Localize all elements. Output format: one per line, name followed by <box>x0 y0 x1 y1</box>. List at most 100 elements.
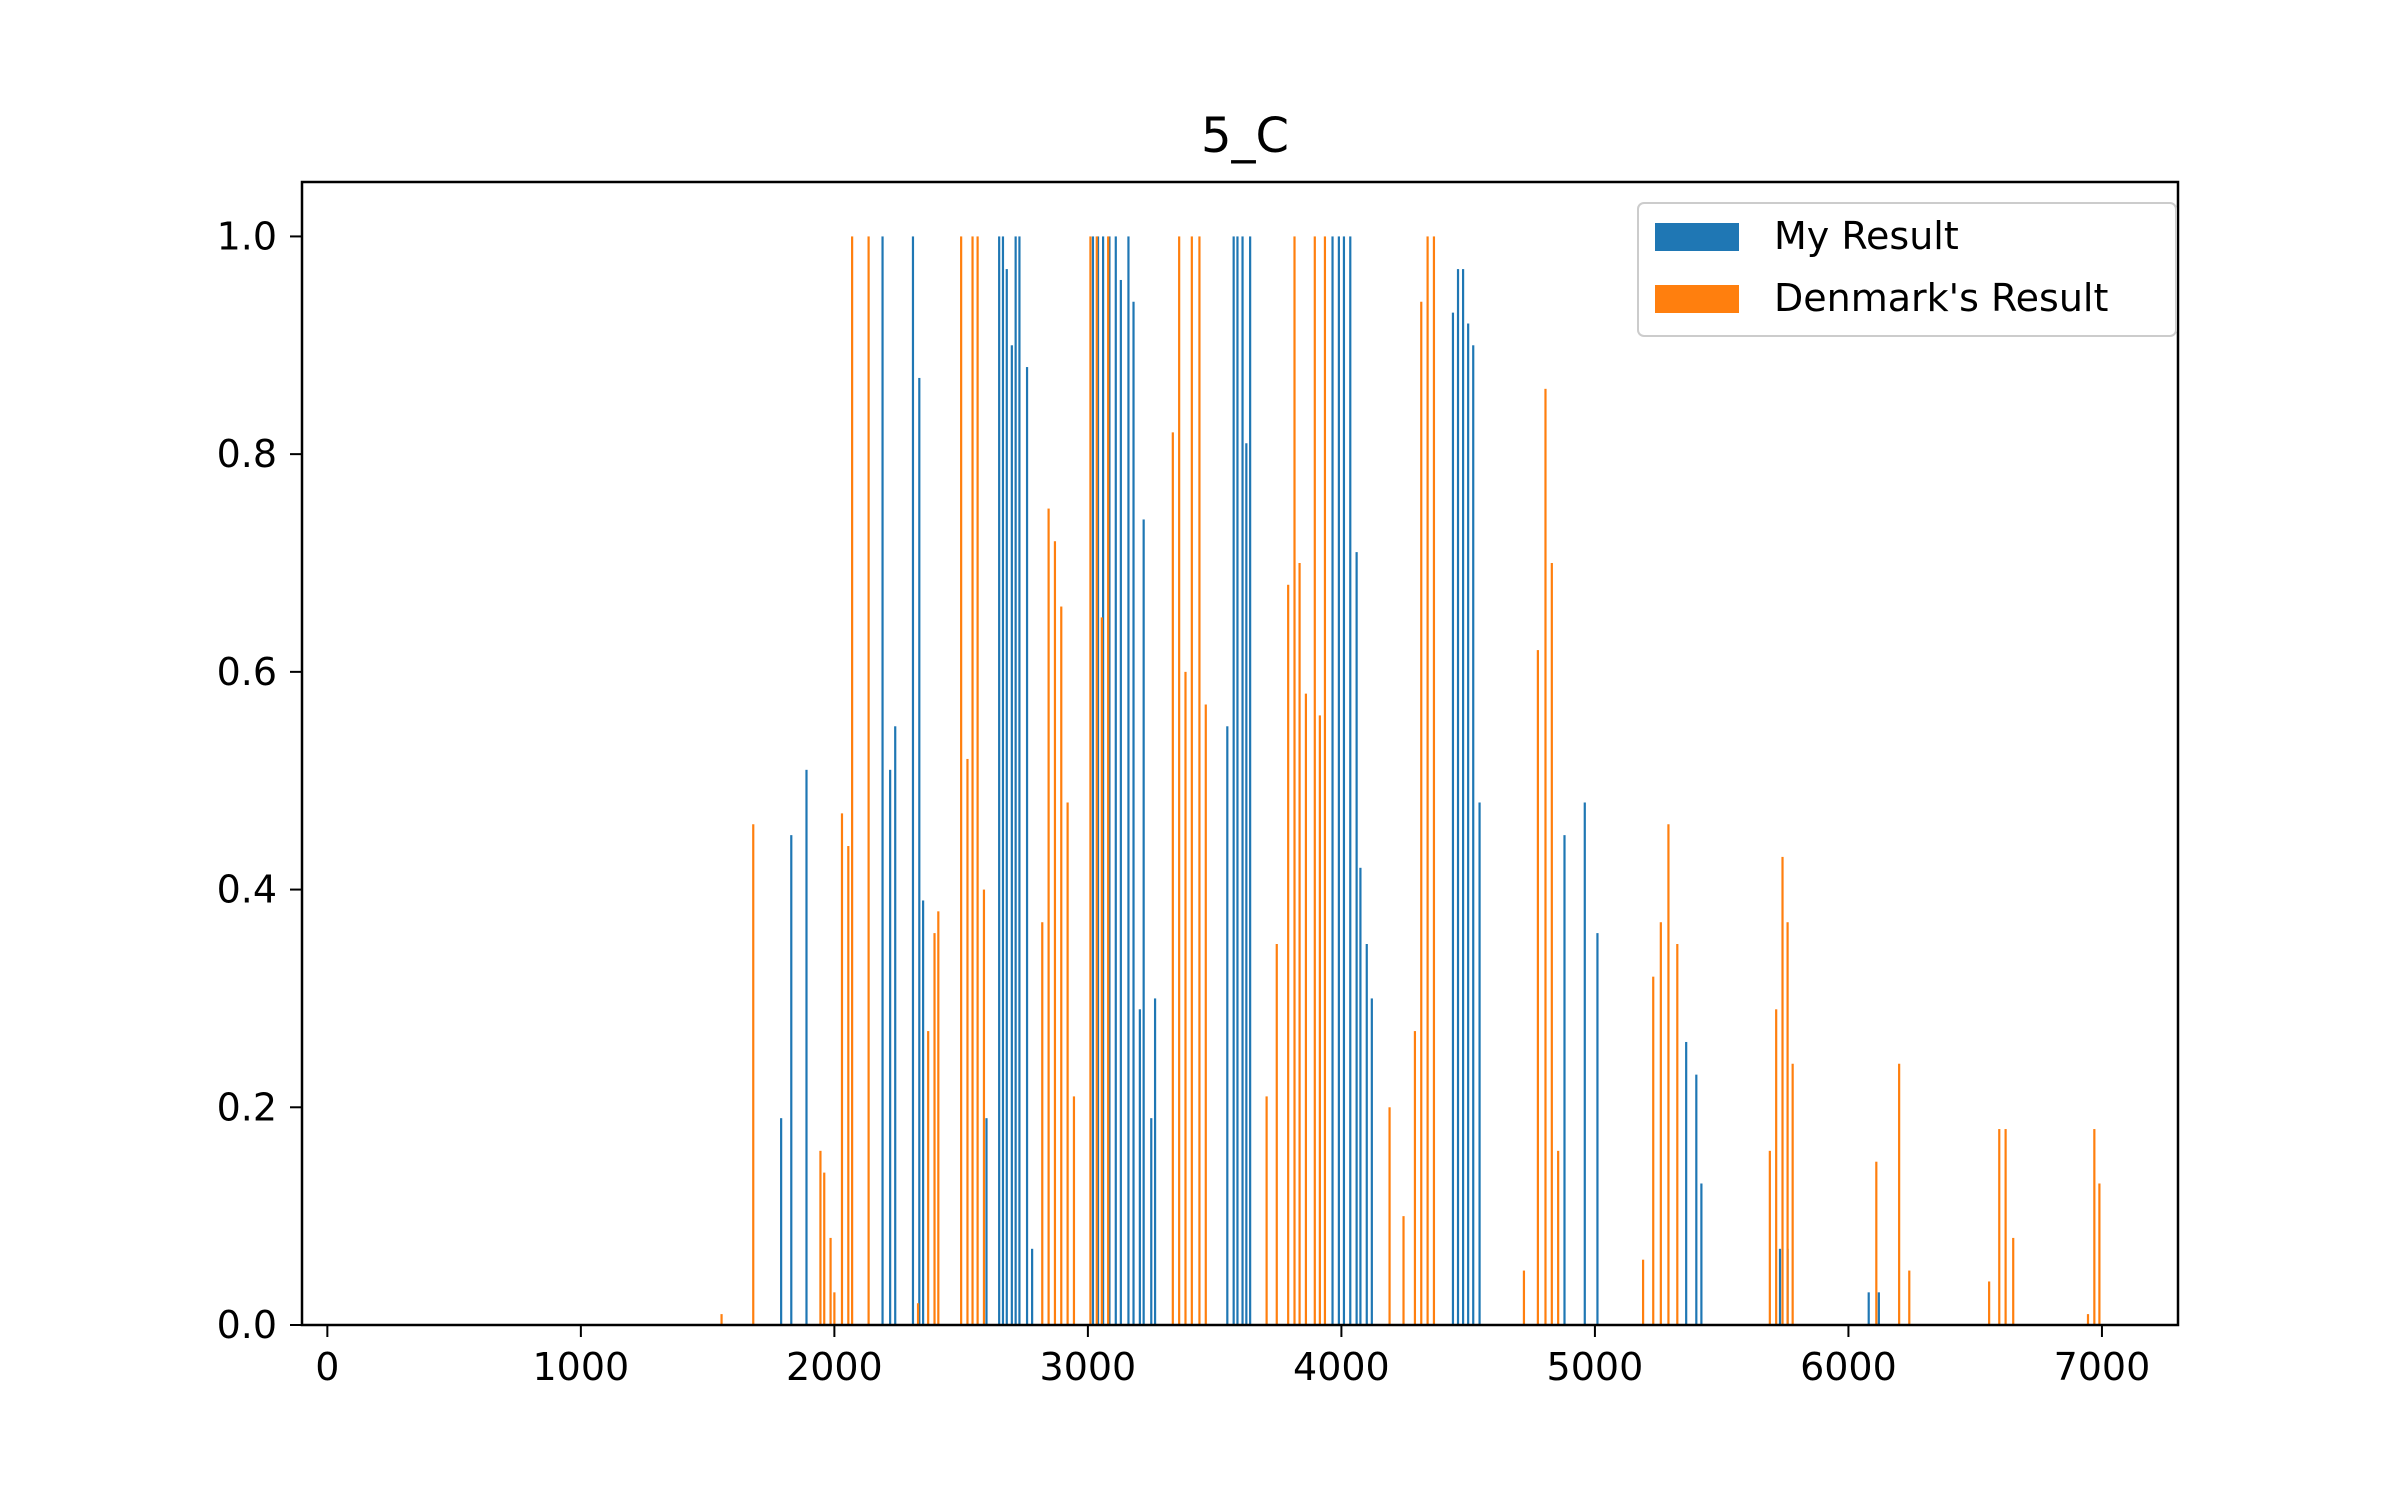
bar-denmarks-result <box>1095 236 1098 1326</box>
y-tick-label: 0.0 <box>217 1303 277 1347</box>
bar-denmarks-result <box>851 236 854 1326</box>
bar-denmarks-result <box>1641 1259 1645 1325</box>
bar-my-result <box>894 726 897 1325</box>
bar-denmarks-result <box>966 758 969 1325</box>
bar-my-result <box>1370 998 1373 1325</box>
bar-my-result <box>1342 236 1346 1326</box>
bar-my-result <box>1467 323 1470 1325</box>
bar-my-result <box>1014 236 1017 1326</box>
bar-denmarks-result <box>1293 236 1296 1326</box>
bar-my-result <box>1461 269 1465 1326</box>
bar-denmarks-result <box>720 1314 723 1325</box>
bar-denmarks-result <box>1908 1270 1911 1325</box>
bar-denmarks-result <box>1060 606 1063 1325</box>
x-tick-label: 4000 <box>1293 1345 1390 1389</box>
bar-my-result <box>1563 835 1566 1325</box>
legend-label-my-result: My Result <box>1774 214 1959 258</box>
bar-denmarks-result <box>1089 236 1092 1326</box>
bar-denmarks-result <box>1313 236 1316 1326</box>
x-tick-label: 2000 <box>786 1345 883 1389</box>
bar-denmarks-result <box>916 1303 920 1325</box>
bar-my-result <box>1138 1009 1141 1325</box>
bar-denmarks-result <box>1898 1063 1901 1325</box>
bar-my-result <box>1142 519 1145 1325</box>
bar-denmarks-result <box>833 1292 836 1325</box>
bar-denmarks-result <box>2093 1129 2096 1325</box>
bar-denmarks-result <box>1432 236 1436 1326</box>
bar-denmarks-result <box>1047 508 1050 1325</box>
bar-my-result <box>1091 236 1095 1326</box>
bar-denmarks-result <box>752 824 755 1325</box>
bar-my-result <box>1877 1292 1880 1325</box>
bar-my-result <box>1001 236 1005 1326</box>
bar-denmarks-result <box>937 911 940 1325</box>
bar-my-result <box>1355 552 1358 1325</box>
bar-denmarks-result <box>1304 693 1308 1325</box>
bar-denmarks-result <box>1426 236 1429 1326</box>
bar-my-result <box>1245 443 1248 1325</box>
bar-denmarks-result <box>1775 1009 1778 1325</box>
bar-my-result <box>1241 236 1244 1326</box>
legend-swatch-denmarks-result <box>1655 285 1739 313</box>
bar-my-result <box>780 1118 783 1325</box>
bar-my-result <box>1018 236 1021 1326</box>
bar-denmarks-result <box>1100 617 1103 1325</box>
x-tick-label: 1000 <box>533 1345 630 1389</box>
bar-my-result <box>1478 802 1481 1325</box>
y-tick-label: 0.8 <box>217 432 277 476</box>
bar-my-result <box>1685 1041 1688 1325</box>
bar-my-result <box>1596 933 1599 1325</box>
bar-my-result <box>1005 269 1008 1326</box>
bar-denmarks-result <box>1198 236 1201 1326</box>
x-tick-label: 5000 <box>1547 1345 1644 1389</box>
bar-denmarks-result <box>1204 704 1207 1325</box>
bar-my-result <box>1132 301 1135 1325</box>
bar-denmarks-result <box>1875 1161 1878 1325</box>
bar-my-result <box>1119 279 1122 1326</box>
bar-my-result <box>1232 236 1235 1326</box>
bar-my-result <box>1025 367 1029 1325</box>
bar-denmarks-result <box>1786 922 1789 1325</box>
bar-denmarks-result <box>840 813 844 1325</box>
bar-denmarks-result <box>819 1150 822 1325</box>
bar-denmarks-result <box>1659 922 1662 1325</box>
chart-title: 5_C <box>1201 108 1289 164</box>
bar-denmarks-result <box>1066 802 1069 1325</box>
bar-denmarks-result <box>1171 432 1174 1325</box>
bar-denmarks-result <box>2004 1129 2007 1325</box>
bar-denmarks-result <box>2012 1237 2015 1325</box>
bar-denmarks-result <box>823 1172 826 1325</box>
bar-denmarks-result <box>1184 671 1187 1325</box>
bar-denmarks-result <box>2098 1183 2101 1325</box>
bar-denmarks-result <box>2086 1314 2090 1325</box>
legend-label-denmarks-result: Denmark's Result <box>1774 276 2108 320</box>
legend: My Result Denmark's Result <box>1637 202 2177 337</box>
bar-my-result <box>1226 726 1229 1325</box>
bar-my-result <box>1150 1118 1153 1325</box>
bar-denmarks-result <box>976 236 979 1326</box>
x-tick-label: 7000 <box>2054 1345 2151 1389</box>
bar-my-result <box>1153 998 1157 1325</box>
bar-my-result <box>998 236 1001 1326</box>
bar-my-result <box>1695 1074 1698 1325</box>
bar-my-result <box>1331 236 1334 1326</box>
bar-denmarks-result <box>1318 715 1321 1325</box>
bar-denmarks-result <box>1413 1031 1417 1325</box>
bar-my-result <box>1472 345 1475 1325</box>
bar-denmarks-result <box>1287 584 1290 1325</box>
bar-my-result <box>985 1118 988 1325</box>
bar-my-result <box>1108 236 1111 1326</box>
bar-denmarks-result <box>960 236 963 1326</box>
bar-my-result <box>881 236 884 1326</box>
y-tick-label: 0.6 <box>217 650 277 694</box>
bar-denmarks-result <box>1998 1129 2001 1325</box>
bar-denmarks-result <box>847 846 850 1325</box>
bar-my-result <box>918 377 921 1325</box>
bar-denmarks-result <box>1550 563 1553 1325</box>
bar-my-result <box>1365 944 1368 1325</box>
bar-my-result <box>1249 236 1252 1326</box>
bar-my-result <box>1456 269 1460 1326</box>
bar-my-result <box>1114 236 1117 1326</box>
bar-my-result <box>1102 236 1105 1326</box>
